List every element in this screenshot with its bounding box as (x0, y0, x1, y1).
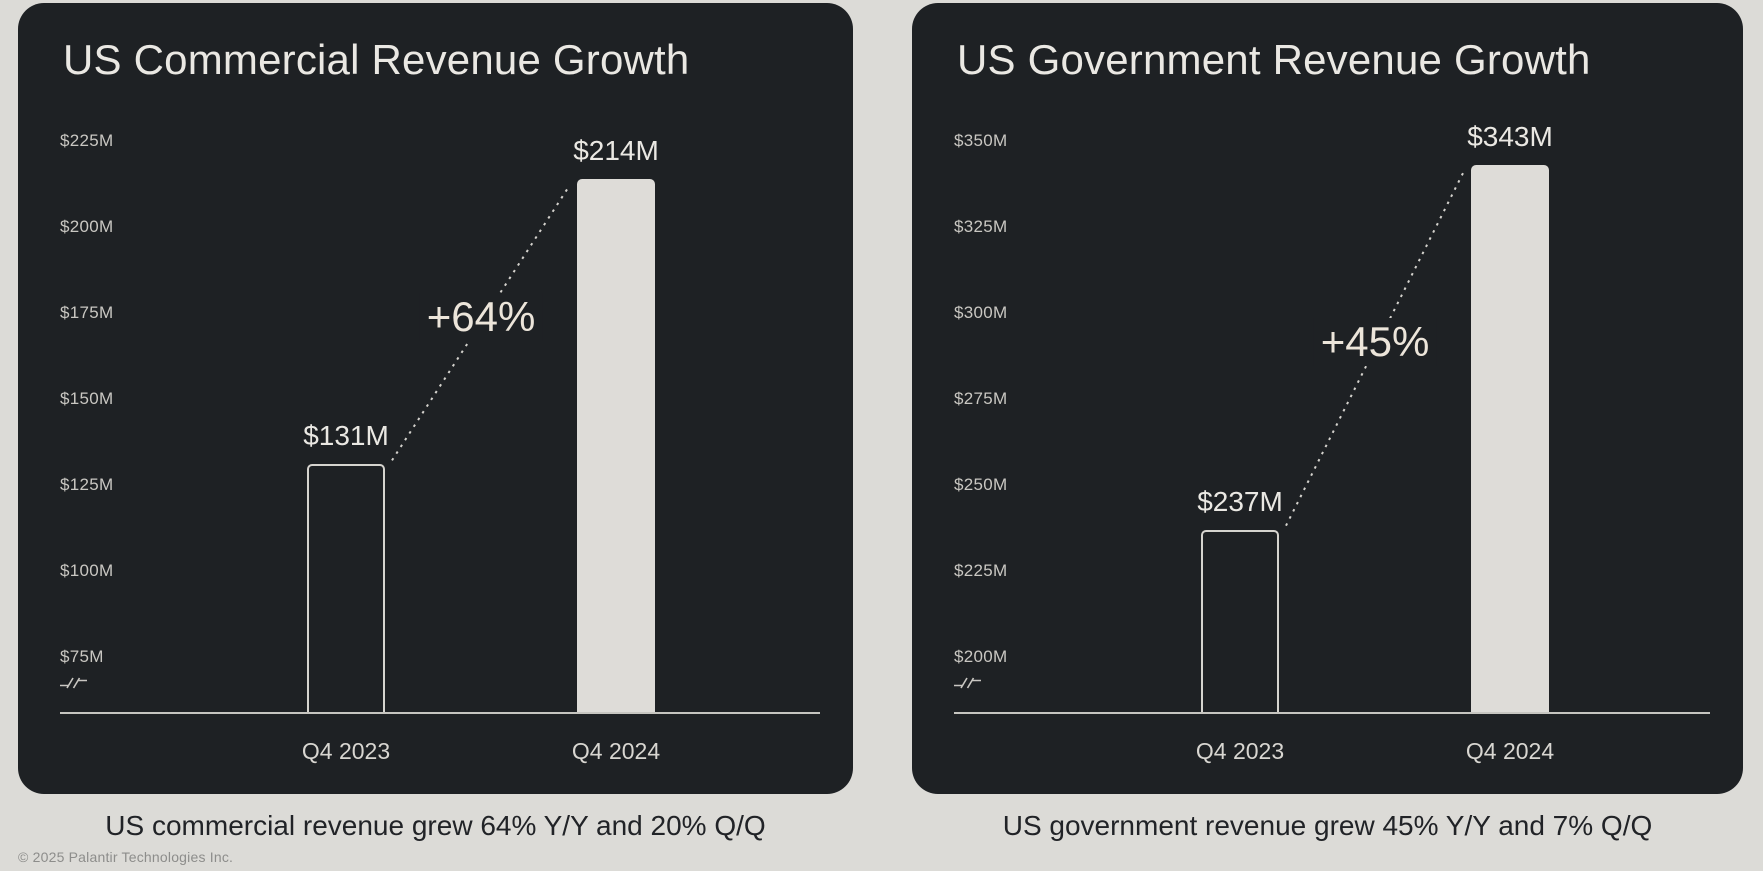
y-tick-label: $75M (60, 647, 104, 666)
y-tick-label: $200M (954, 647, 1008, 666)
growth-annotation: +64% (419, 292, 543, 341)
chart-caption-us-government: US government revenue grew 45% Y/Y and 7… (1002, 810, 1653, 841)
copyright-notice: © 2025 Palantir Technologies Inc. (18, 849, 234, 865)
y-tick-label: $150M (60, 389, 114, 408)
x-tick-label: Q4 2023 (1195, 738, 1285, 764)
growth-annotation: +45% (1313, 318, 1437, 367)
bar-value-label: $343M (1467, 121, 1553, 153)
chart-card-us-government: US Government Revenue Growth $350M $325M $… (912, 3, 1743, 794)
x-tick-label: Q4 2023 (301, 738, 391, 764)
y-tick-label: $300M (954, 303, 1008, 322)
x-tick-label: Q4 2024 (571, 738, 661, 764)
trend-dotted-line (912, 3, 1743, 794)
y-tick-label: $325M (954, 217, 1008, 236)
bar-value-label: $237M (1197, 485, 1283, 517)
x-tick-label: Q4 2024 (1465, 738, 1555, 764)
axis-break-icon (60, 675, 87, 691)
plot-area-us-government: $350M $325M $300M $275M $250M $225M $200M $237M… (912, 3, 1743, 794)
y-tick-label: $225M (954, 561, 1008, 580)
y-tick-label: $250M (954, 475, 1008, 494)
y-tick-label: $275M (954, 389, 1008, 408)
plot-area-us-commercial: $225M $200M $175M $150M $125M $100M $75M $131M Q… (18, 3, 853, 794)
chart-card-us-commercial: US Commercial Revenue Growth $225M $200M $… (18, 3, 853, 794)
y-tick-label: $200M (60, 217, 114, 236)
y-tick-label: $225M (60, 131, 114, 150)
bar-value-label: $131M (303, 420, 389, 452)
chart-caption-us-commercial: US commercial revenue grew 64% Y/Y and 2… (105, 810, 766, 841)
y-tick-label: $100M (60, 561, 114, 580)
y-tick-label: $175M (60, 303, 114, 322)
bar-q4-2023 (1201, 529, 1279, 714)
x-axis-line (60, 712, 820, 714)
trend-dotted-line (18, 3, 853, 794)
chart-title: US Government Revenue Growth (957, 36, 1591, 83)
y-tick-label: $125M (60, 475, 114, 494)
bar-q4-2024 (577, 178, 655, 714)
bar-q4-2024 (1471, 165, 1549, 714)
bar-value-label: $214M (573, 134, 659, 166)
y-tick-label: $350M (954, 131, 1008, 150)
chart-title: US Commercial Revenue Growth (63, 36, 690, 83)
axis-break-icon (954, 675, 981, 691)
x-axis-line (954, 712, 1710, 714)
bar-q4-2023 (307, 464, 385, 714)
